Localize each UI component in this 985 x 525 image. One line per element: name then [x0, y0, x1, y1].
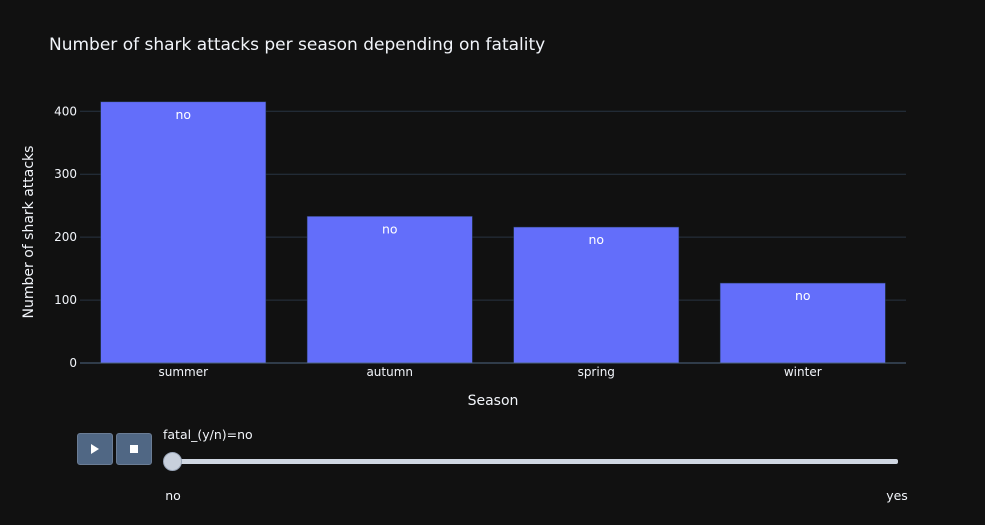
x-tick-label: spring — [578, 365, 615, 379]
bar-summer[interactable] — [100, 101, 267, 364]
y-tick-label: 100 — [54, 293, 77, 307]
y-axis-ticks: 0 100 200 300 400 — [54, 104, 77, 370]
bars: no no no no — [100, 101, 886, 364]
bar-spring[interactable] — [513, 226, 680, 364]
slider-step-no[interactable]: no — [165, 488, 181, 503]
bar-data-label: no — [588, 232, 604, 247]
y-tick-label: 200 — [54, 230, 77, 244]
chart-title: Number of shark attacks per season depen… — [49, 35, 545, 55]
bar-data-label: no — [175, 107, 191, 122]
bar-data-label: no — [382, 221, 398, 236]
bar-autumn[interactable] — [306, 216, 473, 364]
play-button[interactable] — [77, 433, 113, 465]
y-axis-title: Number of shark attacks — [21, 146, 37, 319]
x-axis-ticks: summer autumn spring winter — [158, 365, 821, 379]
y-tick-label: 300 — [54, 167, 77, 181]
slider-current-value: fatal_(y/n)=no — [163, 427, 253, 442]
slider-step-yes[interactable]: yes — [886, 488, 908, 503]
x-tick-label: winter — [784, 365, 822, 379]
y-tick-label: 0 — [69, 356, 77, 370]
x-tick-label: autumn — [366, 365, 413, 379]
play-icon — [91, 444, 99, 454]
bar-data-label: no — [795, 288, 811, 303]
x-tick-label: summer — [158, 365, 208, 379]
bar-chart: Number of shark attacks per season depen… — [21, 35, 906, 409]
y-tick-label: 400 — [54, 104, 77, 118]
stop-button[interactable] — [116, 433, 152, 465]
slider-track[interactable] — [172, 459, 898, 464]
bar-winter[interactable] — [719, 282, 886, 364]
slider-handle[interactable] — [163, 452, 182, 471]
x-axis-title: Season — [468, 393, 519, 409]
stop-icon — [130, 445, 138, 453]
